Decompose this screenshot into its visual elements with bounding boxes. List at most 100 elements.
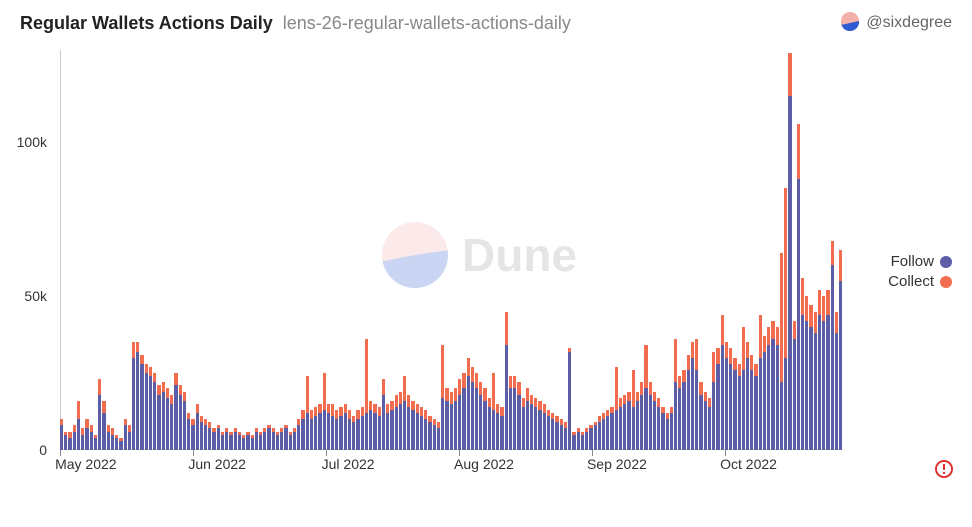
bar[interactable] <box>577 50 580 450</box>
bar[interactable] <box>378 50 381 450</box>
bar[interactable] <box>560 50 563 450</box>
bar[interactable] <box>572 50 575 450</box>
bar[interactable] <box>297 50 300 450</box>
bar[interactable] <box>725 50 728 450</box>
bar[interactable] <box>339 50 342 450</box>
bar[interactable] <box>742 50 745 450</box>
bar[interactable] <box>712 50 715 450</box>
bar[interactable] <box>826 50 829 450</box>
bar[interactable] <box>754 50 757 450</box>
bar[interactable] <box>196 50 199 450</box>
bar[interactable] <box>259 50 262 450</box>
bar[interactable] <box>111 50 114 450</box>
bar[interactable] <box>314 50 317 450</box>
bar[interactable] <box>835 50 838 450</box>
bar[interactable] <box>551 50 554 450</box>
bar[interactable] <box>399 50 402 450</box>
bar[interactable] <box>411 50 414 450</box>
bar[interactable] <box>361 50 364 450</box>
bar[interactable] <box>318 50 321 450</box>
bar[interactable] <box>263 50 266 450</box>
bar[interactable] <box>191 50 194 450</box>
bar[interactable] <box>809 50 812 450</box>
bar[interactable] <box>229 50 232 450</box>
bar[interactable] <box>77 50 80 450</box>
bar[interactable] <box>589 50 592 450</box>
bar[interactable] <box>695 50 698 450</box>
bar[interactable] <box>428 50 431 450</box>
bar[interactable] <box>179 50 182 450</box>
bar[interactable] <box>780 50 783 450</box>
bar[interactable] <box>445 50 448 450</box>
bar[interactable] <box>568 50 571 450</box>
bar[interactable] <box>407 50 410 450</box>
bar[interactable] <box>217 50 220 450</box>
bar[interactable] <box>763 50 766 450</box>
bar[interactable] <box>674 50 677 450</box>
bar[interactable] <box>128 50 131 450</box>
bar[interactable] <box>73 50 76 450</box>
bar[interactable] <box>433 50 436 450</box>
bar[interactable] <box>373 50 376 450</box>
bar[interactable] <box>721 50 724 450</box>
bar[interactable] <box>187 50 190 450</box>
bar[interactable] <box>356 50 359 450</box>
bar[interactable] <box>543 50 546 450</box>
bar[interactable] <box>496 50 499 450</box>
bar[interactable] <box>301 50 304 450</box>
bar[interactable] <box>386 50 389 450</box>
bar[interactable] <box>284 50 287 450</box>
legend-item[interactable]: Follow <box>888 253 952 270</box>
bar[interactable] <box>119 50 122 450</box>
bar[interactable] <box>162 50 165 450</box>
bar[interactable] <box>437 50 440 450</box>
bar[interactable] <box>479 50 482 450</box>
bar[interactable] <box>627 50 630 450</box>
bar[interactable] <box>124 50 127 450</box>
bar[interactable] <box>750 50 753 450</box>
bar[interactable] <box>585 50 588 450</box>
bar[interactable] <box>505 50 508 450</box>
bar[interactable] <box>759 50 762 450</box>
bar[interactable] <box>687 50 690 450</box>
bar[interactable] <box>606 50 609 450</box>
bar[interactable] <box>682 50 685 450</box>
bar[interactable] <box>547 50 550 450</box>
bar[interactable] <box>640 50 643 450</box>
bar[interactable] <box>670 50 673 450</box>
bar[interactable] <box>708 50 711 450</box>
bar[interactable] <box>623 50 626 450</box>
bar[interactable] <box>805 50 808 450</box>
bar[interactable] <box>145 50 148 450</box>
bar[interactable] <box>555 50 558 450</box>
bar[interactable] <box>831 50 834 450</box>
bar[interactable] <box>225 50 228 450</box>
bar[interactable] <box>166 50 169 450</box>
bar[interactable] <box>619 50 622 450</box>
bar[interactable] <box>776 50 779 450</box>
bar[interactable] <box>454 50 457 450</box>
bar[interactable] <box>475 50 478 450</box>
bar[interactable] <box>352 50 355 450</box>
bar[interactable] <box>416 50 419 450</box>
bar[interactable] <box>208 50 211 450</box>
bar[interactable] <box>661 50 664 450</box>
bar[interactable] <box>526 50 529 450</box>
bar[interactable] <box>649 50 652 450</box>
bar[interactable] <box>814 50 817 450</box>
bar[interactable] <box>204 50 207 450</box>
bar[interactable] <box>632 50 635 450</box>
bar[interactable] <box>509 50 512 450</box>
bar[interactable] <box>238 50 241 450</box>
bar[interactable] <box>801 50 804 450</box>
bar[interactable] <box>98 50 101 450</box>
bar[interactable] <box>441 50 444 450</box>
bar[interactable] <box>94 50 97 450</box>
bar[interactable] <box>212 50 215 450</box>
bar[interactable] <box>704 50 707 450</box>
bar[interactable] <box>517 50 520 450</box>
legend-item[interactable]: Collect <box>888 273 952 290</box>
bar[interactable] <box>797 50 800 450</box>
bar[interactable] <box>666 50 669 450</box>
bar[interactable] <box>327 50 330 450</box>
